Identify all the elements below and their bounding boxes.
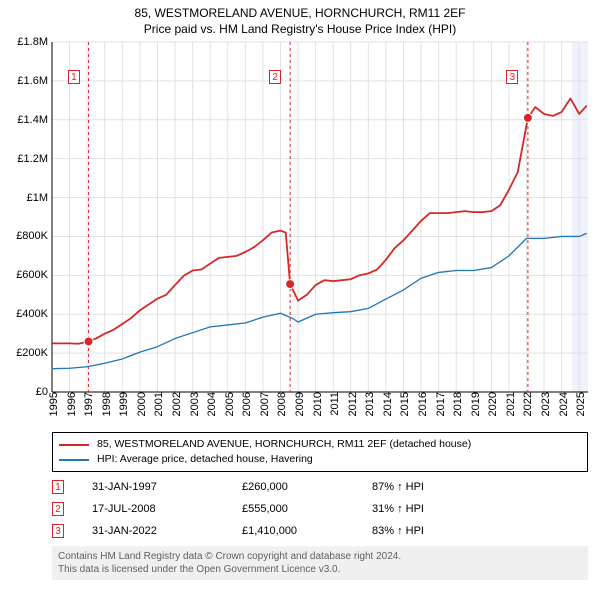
legend-label: 85, WESTMORELAND AVENUE, HORNCHURCH, RM1… bbox=[97, 437, 471, 452]
transaction-date: 17-JUL-2008 bbox=[92, 503, 242, 515]
x-tick-label: 2023 bbox=[536, 392, 552, 416]
chart-transaction-marker: 1 bbox=[68, 70, 80, 84]
footer-line: This data is licensed under the Open Gov… bbox=[58, 563, 582, 576]
y-tick-label: £1.4M bbox=[17, 114, 52, 126]
transaction-price: £555,000 bbox=[242, 503, 372, 515]
y-tick-label: £1.6M bbox=[17, 75, 52, 87]
transaction-rel: 31% ↑ HPI bbox=[372, 503, 424, 515]
x-tick-label: 2011 bbox=[325, 392, 341, 416]
x-tick-label: 2010 bbox=[308, 392, 324, 416]
x-tick-label: 2003 bbox=[185, 392, 201, 416]
x-tick-label: 2024 bbox=[554, 392, 570, 416]
transaction-marker-icon: 2 bbox=[52, 502, 64, 516]
plot-svg bbox=[52, 42, 588, 392]
y-tick-label: £400K bbox=[16, 308, 52, 320]
y-tick-label: £600K bbox=[16, 269, 52, 281]
footer-line: Contains HM Land Registry data © Crown c… bbox=[58, 550, 582, 563]
chart-transaction-marker: 3 bbox=[506, 70, 518, 84]
x-tick-label: 2001 bbox=[149, 392, 165, 416]
chart-transaction-marker: 2 bbox=[269, 70, 281, 84]
x-tick-label: 1996 bbox=[62, 392, 78, 416]
transaction-row: 3 31-JAN-2022 £1,410,000 83% ↑ HPI bbox=[52, 520, 588, 542]
x-tick-label: 2020 bbox=[483, 392, 499, 416]
chart-root: 85, WESTMORELAND AVENUE, HORNCHURCH, RM1… bbox=[0, 0, 600, 590]
y-tick-label: £1M bbox=[27, 192, 52, 204]
transaction-price: £260,000 bbox=[242, 481, 372, 493]
x-tick-label: 2016 bbox=[413, 392, 429, 416]
x-tick-label: 2005 bbox=[220, 392, 236, 416]
y-tick-label: £800K bbox=[16, 230, 52, 242]
x-tick-label: 1998 bbox=[97, 392, 113, 416]
x-tick-label: 2000 bbox=[132, 392, 148, 416]
plot-area: £0£200K£400K£600K£800K£1M£1.2M£1.4M£1.6M… bbox=[52, 42, 588, 392]
transaction-marker-icon: 1 bbox=[52, 480, 64, 494]
legend-swatch bbox=[59, 444, 89, 446]
x-tick-label: 2004 bbox=[202, 392, 218, 416]
chart-titles: 85, WESTMORELAND AVENUE, HORNCHURCH, RM1… bbox=[0, 0, 600, 36]
x-tick-label: 2009 bbox=[290, 392, 306, 416]
y-tick-label: £1.2M bbox=[17, 153, 52, 165]
x-tick-label: 1997 bbox=[79, 392, 95, 416]
transactions-table: 1 31-JAN-1997 £260,000 87% ↑ HPI 2 17-JU… bbox=[52, 476, 588, 542]
x-tick-label: 2022 bbox=[518, 392, 534, 416]
transaction-row: 2 17-JUL-2008 £555,000 31% ↑ HPI bbox=[52, 498, 588, 520]
title-sub: Price paid vs. HM Land Registry's House … bbox=[0, 22, 600, 36]
title-main: 85, WESTMORELAND AVENUE, HORNCHURCH, RM1… bbox=[0, 6, 600, 20]
transaction-date: 31-JAN-1997 bbox=[92, 481, 242, 493]
x-tick-label: 2013 bbox=[360, 392, 376, 416]
legend-label: HPI: Average price, detached house, Have… bbox=[97, 452, 313, 467]
x-tick-label: 2015 bbox=[395, 392, 411, 416]
x-tick-label: 1999 bbox=[114, 392, 130, 416]
transaction-rel: 83% ↑ HPI bbox=[372, 525, 424, 537]
x-tick-label: 2014 bbox=[378, 392, 394, 416]
x-tick-label: 2002 bbox=[167, 392, 183, 416]
legend: 85, WESTMORELAND AVENUE, HORNCHURCH, RM1… bbox=[52, 432, 588, 472]
legend-row: HPI: Average price, detached house, Have… bbox=[59, 452, 581, 467]
transaction-date: 31-JAN-2022 bbox=[92, 525, 242, 537]
legend-swatch bbox=[59, 459, 89, 461]
x-tick-label: 2019 bbox=[466, 392, 482, 416]
y-tick-label: £1.8M bbox=[17, 36, 52, 48]
x-tick-label: 2006 bbox=[237, 392, 253, 416]
x-tick-label: 2025 bbox=[571, 392, 587, 416]
x-tick-label: 2012 bbox=[343, 392, 359, 416]
footer-attribution: Contains HM Land Registry data © Crown c… bbox=[52, 546, 588, 580]
x-tick-label: 2018 bbox=[448, 392, 464, 416]
x-tick-label: 1995 bbox=[44, 392, 60, 416]
transaction-marker-icon: 3 bbox=[52, 524, 64, 538]
y-tick-label: £200K bbox=[16, 347, 52, 359]
x-tick-label: 2021 bbox=[501, 392, 517, 416]
legend-row: 85, WESTMORELAND AVENUE, HORNCHURCH, RM1… bbox=[59, 437, 581, 452]
transaction-rel: 87% ↑ HPI bbox=[372, 481, 424, 493]
x-tick-label: 2008 bbox=[272, 392, 288, 416]
transaction-price: £1,410,000 bbox=[242, 525, 372, 537]
x-tick-label: 2017 bbox=[431, 392, 447, 416]
transaction-row: 1 31-JAN-1997 £260,000 87% ↑ HPI bbox=[52, 476, 588, 498]
x-tick-label: 2007 bbox=[255, 392, 271, 416]
